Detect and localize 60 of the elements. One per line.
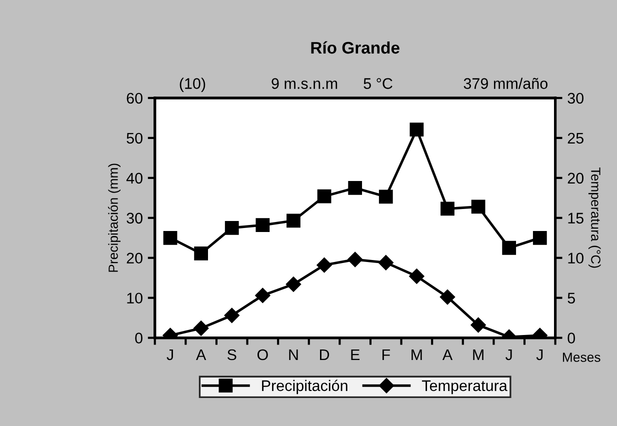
point (378, 255, 394, 270)
x-tick-label: J (536, 349, 543, 360)
y2-axis-title: Temperatura (°C) (588, 168, 601, 268)
x-tick-label: J (166, 349, 173, 360)
y-tick-label: 10 (127, 292, 142, 304)
point (224, 220, 239, 235)
point (348, 252, 363, 268)
y2-tick-label: 15 (568, 212, 584, 224)
y-tick-label: 50 (126, 132, 142, 144)
point (409, 268, 424, 284)
x-tick-label: J (506, 349, 512, 360)
y2-tick-label: 25 (568, 132, 584, 144)
point (410, 122, 424, 137)
y2-tick-label: 0 (568, 332, 576, 344)
point (471, 200, 486, 214)
x-axis-title: Meses (562, 352, 600, 362)
y2-tick-label: 10 (568, 252, 584, 264)
x-tick-label: F (382, 349, 390, 360)
point (316, 257, 332, 273)
point (255, 288, 270, 304)
point (256, 218, 270, 232)
y-tick-label: 40 (126, 172, 142, 184)
y2-tick-label: 20 (568, 172, 584, 184)
y2-tick-label: 30 (568, 92, 584, 104)
legend-label: Precipitación (262, 380, 348, 394)
x-tick-label: D (320, 349, 330, 360)
point (194, 320, 209, 336)
point (378, 190, 393, 204)
point (470, 317, 486, 333)
text: 379 mm/año (464, 78, 548, 89)
point (348, 180, 362, 195)
point (440, 202, 454, 216)
x-tick-label: A (442, 349, 453, 360)
x-tick-label: E (351, 349, 360, 360)
y-tick-label: 60 (126, 92, 142, 104)
point (194, 246, 208, 260)
x-tick-label: N (289, 349, 298, 360)
point (440, 289, 456, 305)
text: 5 °C (364, 78, 392, 89)
x-tick-label: M (412, 349, 422, 360)
text: (10) (180, 78, 206, 92)
point (286, 214, 300, 228)
chart-title: Río Grande (311, 41, 400, 54)
y-tick-label: 30 (126, 212, 142, 224)
x-tick-label: M (473, 349, 484, 360)
y-axis-title: Precipitación (mm) (108, 164, 121, 272)
x-tick-label: A (196, 349, 206, 360)
x-tick-label: O (257, 349, 268, 360)
x-tick-label: S (227, 349, 236, 360)
point (317, 189, 332, 204)
y2-tick-label: 5 (568, 292, 575, 304)
point (502, 240, 516, 255)
y-tick-label: 0 (135, 332, 142, 344)
text: 9 m.s.n.m (272, 78, 338, 89)
point (286, 276, 302, 292)
point (532, 230, 547, 245)
legend-label: Temperatura (422, 380, 508, 394)
point (224, 308, 240, 324)
y-tick-label: 20 (126, 252, 142, 264)
point (163, 230, 178, 245)
